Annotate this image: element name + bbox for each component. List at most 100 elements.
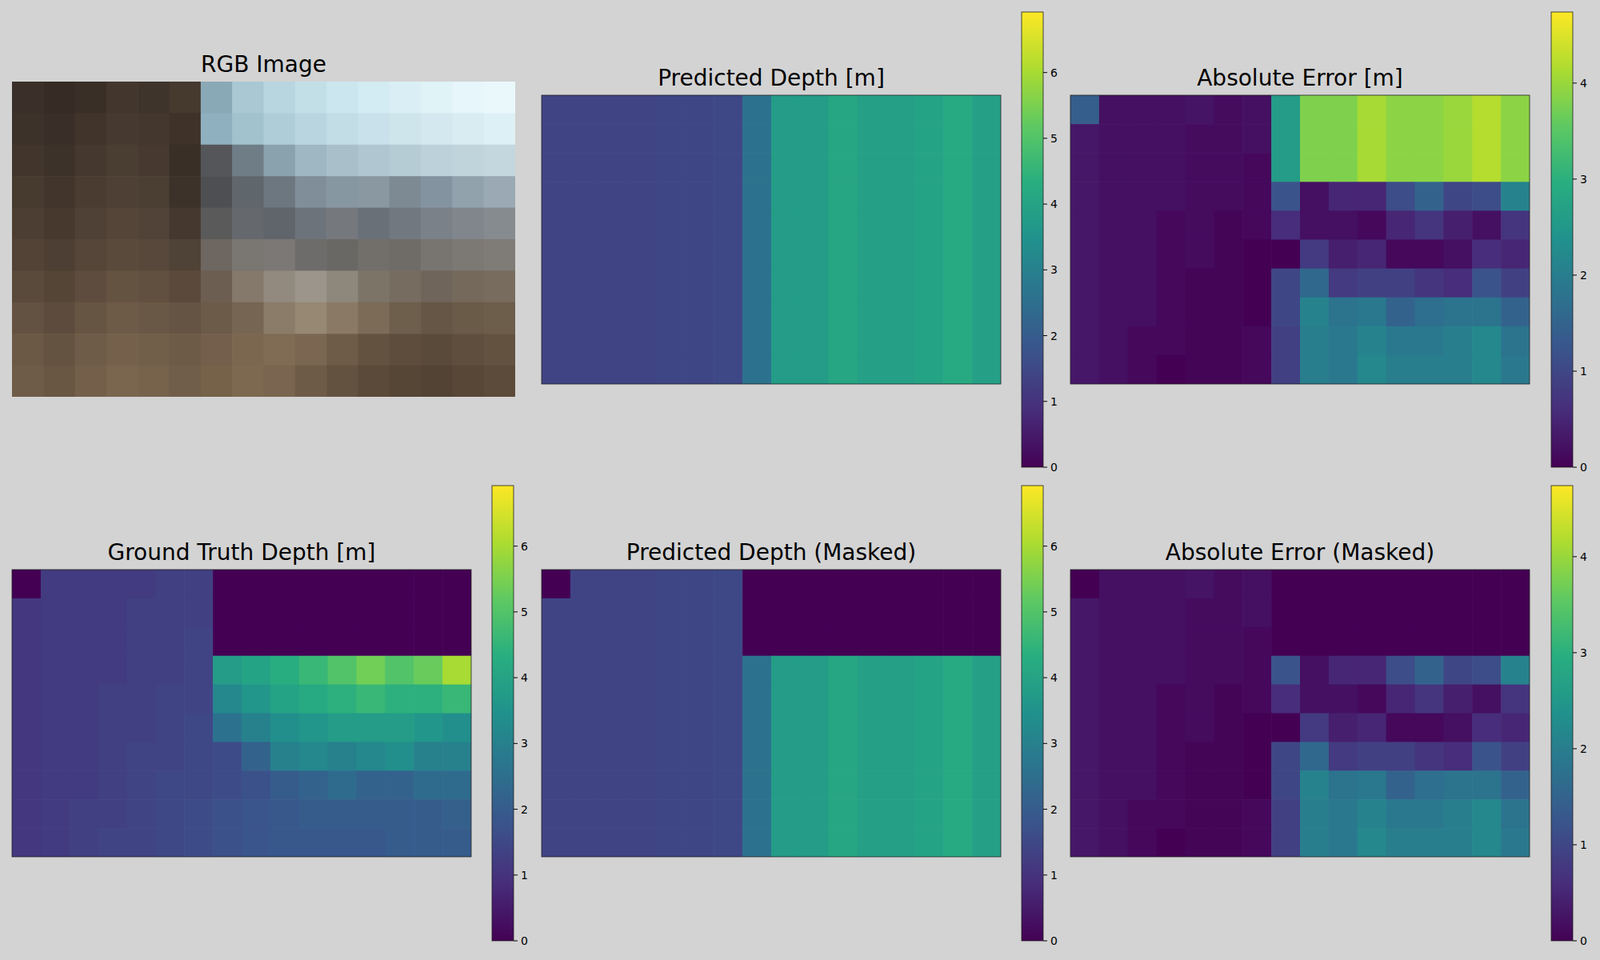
tick-label: 0 (1580, 460, 1588, 474)
cell (1156, 799, 1186, 828)
cell (1099, 355, 1128, 384)
tick-label: 0 (520, 934, 528, 948)
cell (1128, 326, 1157, 356)
cell (1070, 770, 1100, 800)
cell (828, 741, 858, 772)
cell (1185, 240, 1215, 270)
cell (628, 684, 657, 715)
tick (1043, 743, 1048, 744)
cell (413, 684, 443, 715)
cell (1357, 124, 1387, 154)
tick (513, 743, 518, 744)
frame (541, 569, 1001, 857)
cell (356, 828, 386, 857)
cell (1185, 598, 1215, 628)
cell (1099, 297, 1128, 328)
cell (69, 569, 99, 600)
cell (599, 326, 628, 356)
cell (1357, 684, 1387, 715)
cell (742, 210, 772, 240)
cell (1415, 268, 1444, 299)
cell (713, 181, 743, 212)
cell (541, 799, 571, 828)
title: Ground Truth Depth [m] (107, 539, 376, 566)
cell (628, 240, 657, 270)
pixel (137, 208, 170, 240)
cell (628, 95, 657, 125)
pixel (357, 239, 390, 272)
cell (541, 240, 571, 270)
pixel (389, 112, 422, 145)
cell (684, 268, 714, 299)
cell (828, 656, 858, 686)
cell (184, 741, 213, 772)
cell (1472, 684, 1501, 715)
cell (1099, 326, 1128, 356)
cell (1300, 627, 1329, 657)
cell (1357, 799, 1387, 828)
cell (356, 569, 386, 600)
pixel (75, 208, 108, 240)
pixel (357, 81, 390, 114)
cell (1070, 828, 1100, 857)
cell (241, 598, 271, 628)
cell (1242, 569, 1272, 600)
cell (1386, 741, 1416, 772)
frame (541, 95, 1001, 384)
pixel (232, 270, 264, 303)
cell (413, 656, 443, 686)
pixel (12, 81, 44, 114)
cell (1500, 828, 1530, 857)
pixel (12, 302, 44, 335)
cell (599, 770, 628, 800)
cell (1128, 355, 1157, 384)
cell (628, 181, 657, 212)
cell (800, 297, 829, 328)
cell (1472, 355, 1501, 384)
cell (800, 627, 829, 657)
cell (1472, 297, 1501, 328)
cell (1185, 297, 1215, 328)
cell (1300, 741, 1329, 772)
cell (886, 240, 916, 270)
cell (541, 95, 571, 125)
cell (384, 713, 414, 744)
cell (1213, 598, 1243, 628)
cell (212, 713, 242, 744)
pixel (169, 144, 202, 177)
pixel (169, 208, 202, 240)
cell (541, 656, 571, 686)
cell (1185, 124, 1215, 154)
cell (914, 684, 944, 715)
cell (684, 124, 714, 154)
cell (684, 210, 714, 240)
cell (1386, 828, 1416, 857)
cell (1328, 713, 1358, 744)
cell (1271, 656, 1300, 686)
cell (184, 627, 213, 657)
cell (384, 684, 414, 715)
cell (1242, 152, 1272, 183)
pixel (484, 365, 516, 397)
cell (1328, 598, 1358, 628)
cell (299, 713, 328, 744)
cell (914, 124, 944, 154)
cell (771, 326, 800, 356)
tick-label: 1 (520, 868, 528, 882)
cell (12, 713, 41, 744)
cell (886, 713, 916, 744)
pixel (264, 144, 296, 177)
cell (857, 181, 887, 212)
cell (857, 770, 887, 800)
cell (241, 684, 271, 715)
cell (713, 627, 743, 657)
cell (1271, 770, 1300, 800)
cell (413, 828, 443, 857)
pixel (264, 333, 296, 366)
cell (413, 598, 443, 628)
cell (1472, 240, 1501, 270)
image-area (1070, 569, 1530, 857)
cell (742, 770, 772, 800)
cell (656, 627, 686, 657)
tick (1572, 748, 1577, 749)
